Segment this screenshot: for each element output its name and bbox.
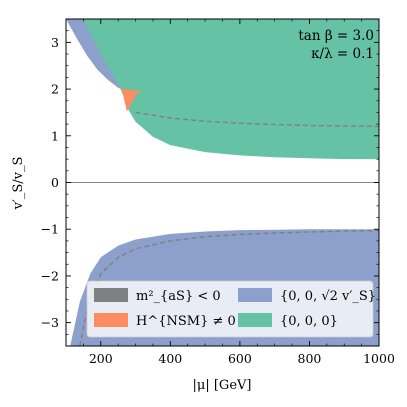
legend-swatch-tachyonic	[94, 288, 128, 302]
x-tick-label: 400	[158, 351, 182, 366]
y-tick-label: −1	[41, 222, 59, 237]
y-tick-label: 0	[51, 175, 59, 190]
y-tick-label: −2	[41, 268, 59, 283]
x-tick-label: 1000	[363, 351, 395, 366]
legend-box	[86, 280, 374, 338]
x-axis-label: |μ| [GeV]	[193, 378, 252, 393]
y-tick-label: 1	[51, 128, 59, 143]
legend-label-hnsm: H^{NSM} ≠ 0	[136, 314, 236, 329]
dashed-upper-curve	[135, 111, 379, 128]
x-tick-label: 800	[298, 351, 322, 366]
legend-swatch-sqrt2	[238, 288, 272, 302]
annotation-kappa-lambda: κ/λ = 0.1	[311, 46, 374, 62]
y-tick-label: −3	[41, 315, 59, 330]
x-tick-label: 200	[89, 351, 113, 366]
legend-swatch-hnsm	[94, 313, 128, 327]
annotation-tan-beta: tan β = 3.0	[298, 28, 374, 44]
y-axis-label: v′_S/v_S	[11, 157, 26, 211]
region-zero-1	[82, 19, 379, 160]
legend-label-zero: {0, 0, 0}	[280, 314, 338, 329]
legend-label-tachyonic: m²_{aS} < 0	[136, 289, 221, 304]
x-tick-label: 600	[228, 351, 252, 366]
legend: m²_{aS} < 0 H^{NSM} ≠ 0 {0, 0, √2 v′_S} {0,…	[86, 280, 376, 338]
region-hnsm	[119, 88, 143, 112]
legend-label-sqrt2: {0, 0, √2 v′_S}	[280, 289, 376, 304]
y-tick-label: 3	[51, 35, 59, 50]
axis-ticks: 200 400 600 800 1000 −3 −2 −1 0 1 2 3	[41, 18, 395, 366]
legend-swatch-zero	[238, 313, 272, 327]
y-tick-label: 2	[51, 82, 59, 97]
